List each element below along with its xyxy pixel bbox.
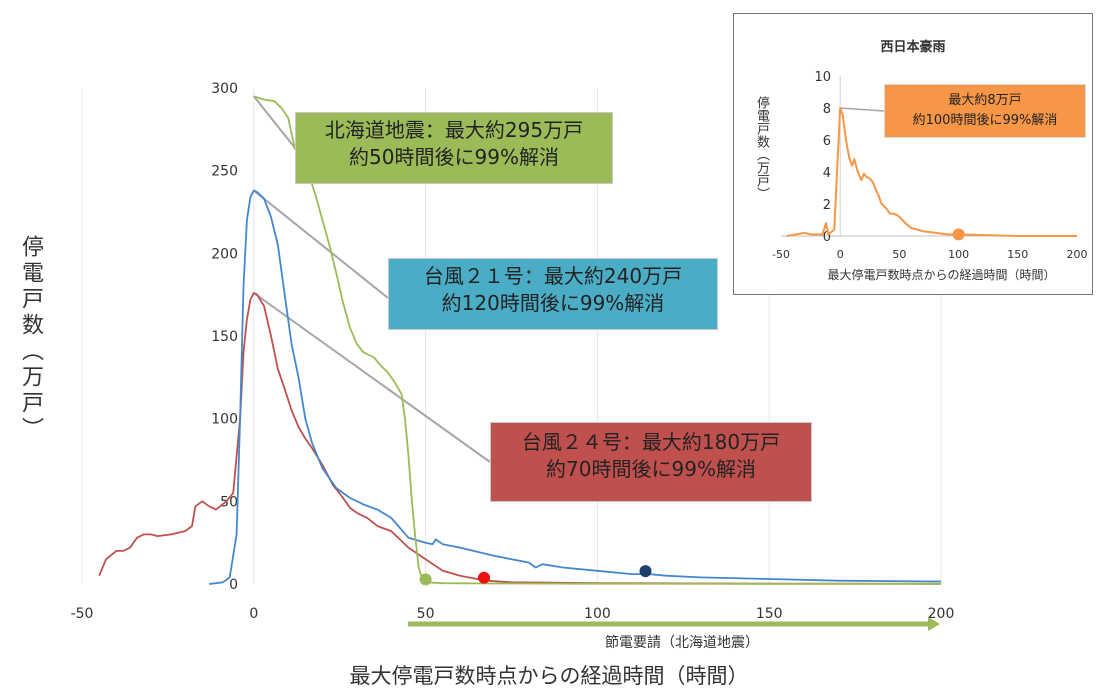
inset-x-tick-label: 100 (948, 248, 969, 261)
inset-y-tick-label: 10 (814, 70, 831, 85)
inset-x-axis-label: 最大停電戸数時点からの経過時間（時間） (827, 268, 1056, 282)
inset-series-line (786, 107, 1077, 237)
x-tick-label: 200 (928, 606, 955, 622)
x-tick-label: 50 (417, 606, 435, 622)
callout-typhoon21: 台風２１号：最大約240万戸 約120時間後に99%解消 (388, 258, 718, 330)
inset-y-tick-label: 0 (823, 230, 831, 245)
series-marker-1 (639, 565, 652, 578)
leader-typhoon21 (253, 189, 389, 299)
power-saving-request-arrow (408, 617, 940, 631)
inset-callout: 最大約8万戸 約100時間後に99%解消 (884, 84, 1086, 138)
series-marker-2 (478, 571, 491, 584)
power-saving-request-label: 節電要請（北海道地震） (605, 634, 759, 651)
y-tick-label: 50 (220, 494, 238, 510)
series-line-1 (208, 189, 942, 585)
inset-chart-panel: -50 0 50 100 150 200 0 2 4 6 8 10 西日本豪雨 停電戸数（万戸） 最大… (733, 13, 1093, 295)
leader-typhoon24 (253, 292, 491, 463)
inset-series-marker (952, 228, 965, 241)
callout-typhoon24-line2: 約70時間後に99%解消 (546, 457, 756, 481)
inset-y-tick-label: 8 (823, 102, 831, 117)
inset-tick-labels: -50 0 50 100 150 200 0 2 4 6 8 10 (772, 70, 1087, 261)
callout-hokkaido-line2: 約50時間後に99%解消 (349, 145, 559, 169)
inset-callout-line1: 最大約8万戸 (948, 93, 1022, 108)
x-tick-label: 100 (584, 606, 611, 622)
inset-leader-line (840, 107, 885, 112)
main-x-axis-label: 最大停電戸数時点からの経過時間（時間） (349, 664, 749, 688)
callout-typhoon21-line1: 台風２１号：最大約240万戸 (423, 264, 683, 288)
leader-hokkaido (253, 95, 296, 149)
callout-hokkaido-line1: 北海道地震：最大約295万戸 (324, 118, 584, 142)
inset-series-line (786, 107, 1077, 237)
inset-x-tick-label: 0 (837, 248, 844, 261)
main-y-axis-label: 停電戸数（万戸） (18, 235, 43, 443)
series-marker-0 (419, 573, 432, 586)
main-series-markers (419, 565, 652, 586)
y-tick-label: 100 (211, 412, 238, 428)
y-tick-label: 0 (229, 577, 238, 593)
callout-typhoon24-line1: 台風２４号：最大約180万戸 (521, 430, 781, 454)
y-tick-label: 300 (211, 81, 238, 97)
inset-y-tick-label: 2 (823, 198, 831, 213)
y-tick-label: 150 (211, 329, 238, 345)
x-tick-label: 0 (249, 606, 258, 622)
y-tick-label: 200 (211, 246, 238, 262)
x-tick-label: 150 (756, 606, 783, 622)
callout-typhoon24: 台風２４号：最大約180万戸 約70時間後に99%解消 (490, 422, 812, 502)
inset-x-tick-label: 200 (1067, 248, 1088, 261)
inset-y-tick-label: 6 (823, 134, 831, 149)
inset-x-tick-label: -50 (772, 248, 790, 261)
inset-chart: -50 0 50 100 150 200 0 2 4 6 8 10 (772, 70, 1087, 261)
y-tick-label: 250 (211, 164, 238, 180)
inset-title: 西日本豪雨 (880, 40, 946, 55)
inset-leader (840, 107, 885, 112)
callout-typhoon21-line2: 約120時間後に99%解消 (441, 291, 665, 315)
inset-series-marker (952, 228, 965, 241)
inset-y-tick-label: 4 (823, 166, 831, 181)
callout-hokkaido: 北海道地震：最大約295万戸 約50時間後に99%解消 (295, 112, 613, 184)
x-tick-label: -50 (71, 606, 94, 622)
inset-x-tick-label: 50 (892, 248, 906, 261)
series-line-2 (98, 292, 942, 585)
inset-y-axis-label: 停電戸数（万戸） (754, 96, 769, 200)
inset-callout-line2: 約100時間後に99%解消 (912, 113, 1058, 128)
callout-leader-lines (253, 95, 491, 463)
inset-x-tick-label: 150 (1007, 248, 1028, 261)
